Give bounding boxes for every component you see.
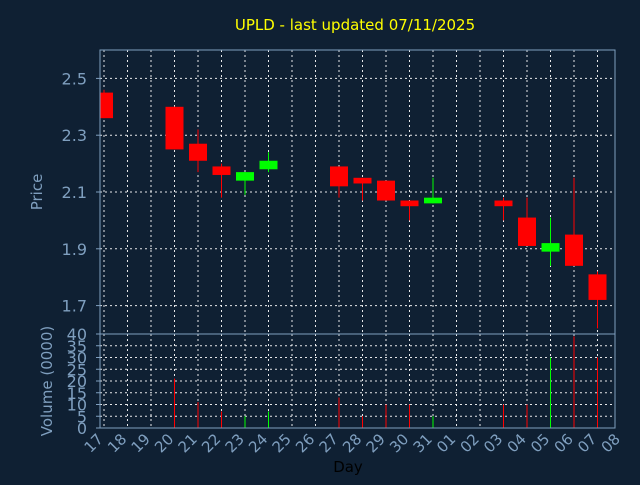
volume-tick-label: 10 bbox=[67, 396, 87, 415]
volume-tick-label: 30 bbox=[67, 349, 87, 368]
candle-body-down bbox=[518, 217, 536, 246]
price-y-ticks: 1.7 1.9 2.1 2.3 2.5 bbox=[62, 69, 100, 316]
candle-body-down bbox=[588, 274, 607, 300]
candle-body-down bbox=[494, 200, 513, 207]
price-tick-label: 1.9 bbox=[62, 240, 87, 259]
price-tick-label: 2.5 bbox=[62, 69, 87, 88]
candle-body-down bbox=[353, 177, 372, 184]
candle-body-down bbox=[165, 106, 184, 150]
volume-tick-label: 15 bbox=[67, 384, 87, 403]
price-tick-label: 2.3 bbox=[62, 126, 87, 145]
volume-tick-label: 5 bbox=[77, 407, 87, 426]
volume-tick-label: 40 bbox=[67, 325, 87, 344]
candle-body-down bbox=[189, 143, 207, 161]
candle-body-up bbox=[424, 197, 442, 204]
candle-body-up bbox=[259, 160, 278, 170]
candle-body-up bbox=[236, 172, 254, 181]
candle-body-down bbox=[377, 180, 395, 201]
price-tick-label: 2.1 bbox=[62, 183, 87, 202]
candle-body-down bbox=[212, 166, 231, 175]
volume-tick-label: 35 bbox=[67, 337, 87, 356]
candle-body-up bbox=[541, 243, 560, 252]
candles bbox=[100, 89, 607, 329]
price-tick-label: 1.7 bbox=[62, 297, 87, 316]
volume-bars bbox=[174, 336, 598, 428]
candle-body-down bbox=[400, 200, 419, 207]
x-axis-label: Day bbox=[333, 458, 363, 476]
volume-tick-label: 25 bbox=[67, 360, 87, 379]
price-axis-label: Price bbox=[28, 174, 46, 211]
candle-body-down bbox=[565, 234, 583, 266]
volume-axis-label: Volume (0000) bbox=[38, 326, 56, 436]
candle-body-down bbox=[100, 92, 113, 119]
volume-tick-label: 20 bbox=[67, 372, 87, 391]
candle-body-down bbox=[330, 166, 348, 187]
volume-tick-label: 0 bbox=[77, 419, 87, 438]
x-ticks: 1718192021222324252627282930310102030405… bbox=[81, 430, 624, 456]
chart-title: UPLD - last updated 07/11/2025 bbox=[235, 16, 475, 34]
volume-panel-frame bbox=[99, 333, 616, 429]
